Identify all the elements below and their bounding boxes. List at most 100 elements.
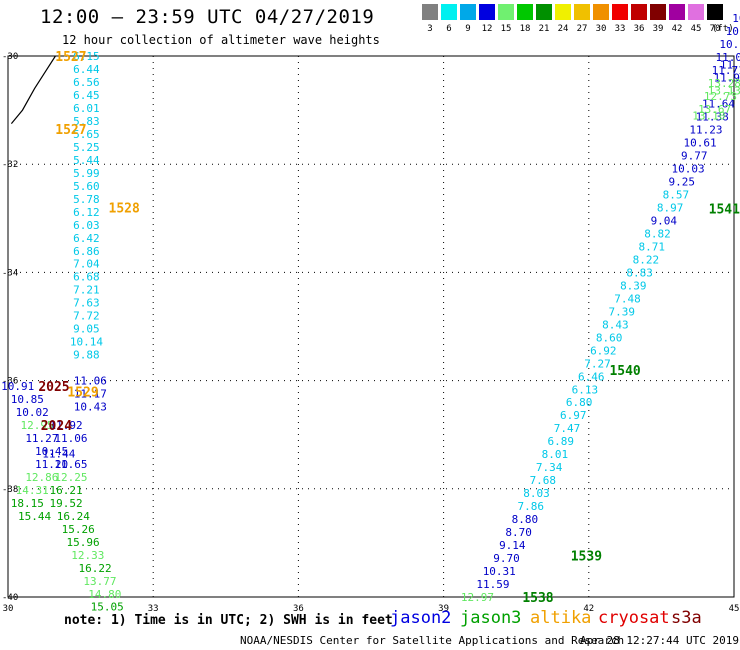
- swh-label: 10.31: [483, 565, 516, 578]
- page-subtitle: 12 hour collection of altimeter wave hei…: [62, 33, 380, 47]
- scale-swatch-9: [460, 4, 476, 20]
- lon-tick-30: 30: [3, 604, 14, 614]
- swh-label: 8.97: [657, 201, 684, 214]
- swh-label: 10.45: [35, 445, 68, 458]
- swh-label: 9.77: [681, 150, 708, 163]
- swh-label: 6.80: [566, 396, 593, 409]
- legend-jason3: jason3: [460, 608, 522, 628]
- swh-label: 12.25: [54, 471, 87, 484]
- swh-label: 7.27: [584, 357, 611, 370]
- scale-swatch-27: [574, 4, 590, 20]
- swh-label: 8.60: [596, 331, 623, 344]
- scale-swatch-30: [593, 4, 609, 20]
- scale-label-3: 3: [427, 24, 433, 34]
- scale-swatch-24: [555, 4, 571, 20]
- lat-tick--34: -34: [2, 268, 18, 278]
- lon-tick-36: 36: [293, 604, 304, 614]
- swh-label: 11.71: [712, 64, 740, 77]
- scale-swatch-42: [669, 4, 685, 20]
- scale-label-30: 30: [595, 24, 607, 34]
- swh-label: 9.70: [493, 552, 520, 565]
- swh-label: 7.47: [554, 422, 581, 435]
- swh-label: 13.28: [708, 77, 740, 90]
- lat-tick--38: -38: [2, 485, 18, 495]
- time-label: 1528: [109, 201, 140, 216]
- swh-label: 9.14: [499, 539, 526, 552]
- scale-label-9: 9: [465, 24, 471, 34]
- footer-timestamp: Apr 28 12:27:44 UTC 2019: [580, 634, 739, 647]
- swh-label: 7.34: [536, 461, 563, 474]
- note-text: note: 1) Time is in UTC; 2) SWH is in fe…: [64, 613, 393, 628]
- scale-swatch-36: [631, 4, 647, 20]
- swh-label: 13.67: [698, 103, 731, 116]
- swh-label: 5.44: [73, 154, 100, 167]
- swh-label: 13.13: [708, 85, 740, 98]
- lon-tick-42: 42: [583, 604, 594, 614]
- swh-label: 7.21: [73, 284, 100, 297]
- time-label: 2024: [41, 419, 72, 434]
- swh-label: 11.06: [54, 432, 87, 445]
- swh-label: 8.57: [663, 188, 690, 201]
- scale-label-6: 6: [446, 24, 452, 34]
- scale-swatch-39: [650, 4, 666, 20]
- scale-swatch-33: [612, 4, 628, 20]
- swh-label: 7.39: [608, 305, 635, 318]
- time-label: 1529: [67, 385, 98, 400]
- lon-tick-45: 45: [729, 604, 740, 614]
- swh-label: 5.60: [73, 180, 100, 193]
- swh-label: 11.20: [35, 458, 68, 471]
- swh-label: 10.03: [671, 163, 704, 176]
- swh-label: 10.91: [1, 380, 34, 393]
- swh-label: 9.04: [651, 214, 678, 227]
- swh-label: 5.78: [73, 193, 100, 206]
- swh-label: 9.05: [73, 323, 100, 336]
- swh-label: 8.83: [626, 266, 653, 279]
- swh-label: 11.03: [716, 51, 740, 64]
- lat-tick--36: -36: [2, 377, 18, 387]
- swh-label: 11.44: [42, 448, 75, 461]
- swh-label: 8.80: [512, 513, 539, 526]
- swh-label: 15.05: [91, 601, 124, 614]
- swh-label: 6.13: [572, 383, 599, 396]
- swh-label: 10.14: [70, 336, 103, 349]
- time-label: 1527: [55, 50, 86, 65]
- swh-label: 6.12: [73, 206, 100, 219]
- time-label: 1539: [571, 549, 602, 564]
- swh-label: 11.25: [720, 59, 740, 72]
- footer-credit: NOAA/NESDIS Center for Satellite Applica…: [240, 634, 625, 647]
- lon-tick-33: 33: [148, 604, 159, 614]
- lat-tick--40: -40: [2, 593, 18, 603]
- scale-label-33: 33: [614, 24, 626, 34]
- swh-label: 10.2: [726, 25, 740, 38]
- swh-label: 11.17: [74, 388, 107, 401]
- swh-label: 16.22: [79, 562, 112, 575]
- lat-tick--30: -30: [2, 52, 18, 62]
- swh-label: 7.68: [530, 474, 557, 487]
- swh-label: 14.80: [88, 588, 121, 601]
- color-scale-unit: (ft): [712, 24, 734, 34]
- swh-label: 11.97: [714, 72, 740, 85]
- scale-swatch-6: [441, 4, 457, 20]
- swh-label: 5.25: [73, 141, 100, 154]
- swh-label: 11.65: [54, 458, 87, 471]
- legend-altika: altika: [530, 608, 592, 628]
- legend-cryosat: cryosat: [598, 608, 670, 628]
- swh-label: 7.04: [73, 258, 100, 271]
- swh-label: 8.71: [638, 240, 665, 253]
- swh-label: 6.42: [73, 232, 100, 245]
- scale-label-70: 70: [709, 24, 721, 34]
- time-label: 2025: [38, 380, 69, 395]
- swh-label: 8.70: [505, 526, 532, 539]
- swh-label: 11.92: [50, 419, 83, 432]
- time-label: 1540: [609, 364, 640, 379]
- scale-label-18: 18: [519, 24, 531, 34]
- swh-label: 7.48: [614, 292, 641, 305]
- scale-label-15: 15: [500, 24, 512, 34]
- scale-swatch-45: [688, 4, 704, 20]
- coastline: [10, 55, 56, 125]
- legend-jason2: jason2: [390, 608, 452, 628]
- swh-label: 6.86: [73, 245, 100, 258]
- swh-label: 11.64: [702, 98, 735, 111]
- lon-tick-39: 39: [438, 604, 449, 614]
